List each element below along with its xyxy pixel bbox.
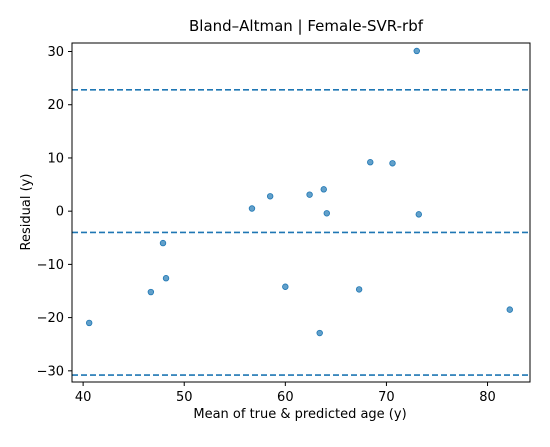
data-point-11	[355, 286, 363, 293]
x-tick-label-0: 40	[75, 390, 92, 405]
data-point-0	[85, 319, 93, 327]
chart-title: Bland–Altman | Female-SVR-rbf	[189, 17, 424, 35]
data-point-1	[147, 288, 155, 296]
y-tick-label-6: 30	[47, 45, 64, 60]
y-tick-label-2: −10	[37, 258, 64, 273]
y-tick-label-0: −30	[37, 364, 64, 379]
data-point-8	[316, 329, 323, 337]
data-point-4	[248, 205, 256, 212]
data-point-10	[323, 210, 330, 217]
x-axis-label: Mean of true & predicted age (y)	[193, 407, 406, 422]
x-tick-label-1: 50	[176, 390, 193, 405]
data-point-12	[367, 159, 374, 166]
plot-area: 40 50 60 70 80 −30 −20 −10 0 10 20 30	[37, 42, 531, 405]
data-point-7	[306, 191, 313, 198]
data-point-2	[159, 239, 167, 247]
y-tick-label-1: −20	[37, 311, 64, 326]
data-point-9	[320, 186, 327, 193]
x-tick-label-3: 70	[378, 390, 395, 405]
data-point-15	[415, 211, 422, 218]
data-point-13	[389, 160, 396, 167]
y-tick-label-5: 20	[47, 98, 64, 113]
y-tick-label-3: 0	[56, 205, 64, 220]
data-point-3	[162, 275, 170, 282]
data-point-14	[413, 47, 420, 55]
data-point-6	[282, 283, 289, 290]
data-point-16	[506, 306, 513, 313]
y-tick-label-4: 10	[47, 151, 64, 166]
plot-frame	[71, 42, 531, 383]
x-tick-label-2: 60	[277, 390, 294, 405]
data-point-5	[266, 193, 274, 200]
y-axis-label: Residual (y)	[19, 174, 34, 251]
x-tick-label-4: 80	[479, 390, 496, 405]
